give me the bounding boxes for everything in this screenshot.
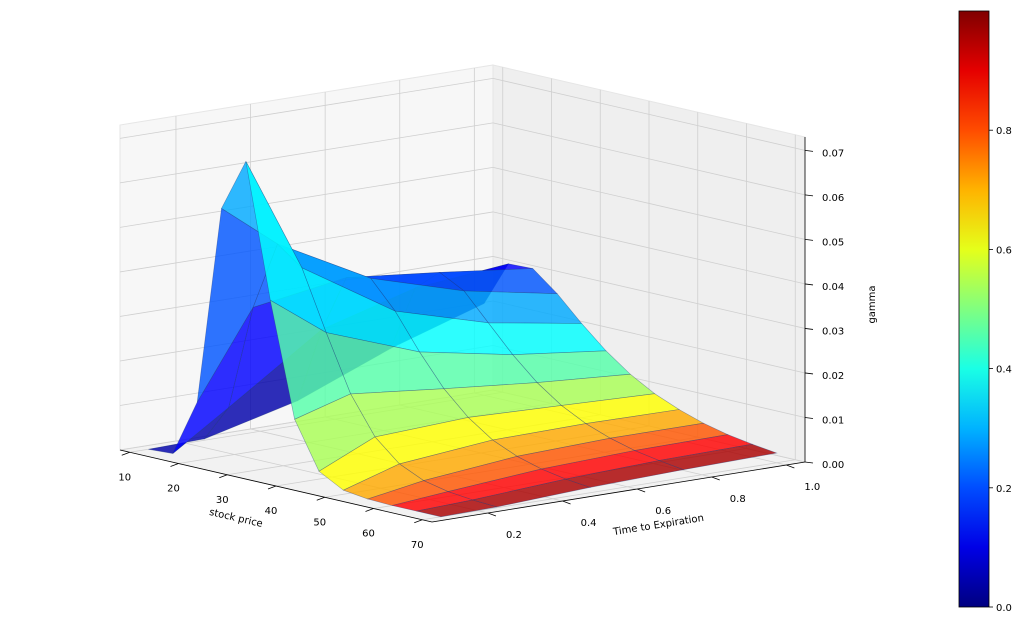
tick-mark [562, 500, 571, 505]
surface-patch [472, 478, 592, 508]
tick-mark [804, 149, 814, 152]
tick-mark [786, 464, 795, 469]
tick-mark [804, 283, 814, 286]
y-tick-label: 0.6 [655, 506, 671, 517]
z-tick-label: 0.00 [822, 460, 844, 471]
surface [148, 160, 778, 518]
grid-line [119, 167, 494, 228]
tick-mark [804, 194, 814, 197]
tick-mark [365, 508, 374, 512]
tick-mark [804, 417, 814, 419]
tick-mark [316, 496, 325, 501]
tick-mark [121, 451, 130, 456]
grid-line [119, 77, 494, 139]
tick-mark [804, 461, 814, 464]
z-tick-label: 0.05 [822, 237, 844, 248]
z-tick-label: 0.03 [822, 326, 844, 337]
tick-mark [267, 485, 277, 490]
y-tick-label: 0.2 [506, 530, 522, 541]
z-tick-label: 0.04 [822, 282, 844, 293]
z-tick-label: 0.02 [822, 371, 844, 382]
x-tick-label: 40 [265, 506, 278, 517]
tick-mark [170, 463, 179, 467]
grid-line [119, 211, 494, 273]
x-axis-label: stock price [208, 507, 264, 530]
colorbar-tick-label: 0.4 [996, 365, 1012, 376]
grid-line [492, 77, 806, 151]
grid-line [422, 459, 796, 521]
colorbar-tick-label: 0.8 [996, 126, 1012, 137]
tick-mark [414, 519, 423, 524]
axis-line [431, 461, 806, 523]
x-tick-label: 10 [118, 472, 131, 483]
grid-line [492, 211, 806, 285]
y-tick-label: 0.8 [730, 494, 746, 505]
z-axis-label: gamma [867, 285, 878, 323]
grid-line [492, 256, 806, 329]
y-tick-label: 1.0 [804, 482, 820, 493]
surface-patch [416, 499, 497, 518]
tick-mark [711, 476, 720, 481]
x-tick-label: 30 [216, 495, 229, 506]
z-tick-label: 0.06 [822, 193, 844, 204]
x-tick-label: 70 [411, 540, 424, 551]
tick-mark [804, 328, 814, 330]
colorbar-tick-label: 0.0 [996, 603, 1012, 614]
colorbar-tick-label: 0.2 [996, 484, 1012, 495]
tick-mark [804, 372, 814, 375]
x-tick-label: 50 [313, 517, 326, 528]
tick-mark [219, 474, 228, 479]
surface-patch [564, 460, 685, 488]
x-tick-label: 60 [362, 529, 375, 540]
z-tick-label: 0.07 [822, 148, 844, 159]
grid-line [492, 122, 806, 196]
y-tick-label: 0.4 [581, 518, 597, 529]
grid-line [492, 167, 806, 240]
grid-line [119, 122, 494, 184]
colorbar-tick-label: 0.6 [996, 245, 1012, 256]
tick-mark [487, 512, 497, 517]
axis-line [119, 449, 433, 523]
surface-patch [657, 443, 778, 471]
tick-mark [804, 239, 814, 241]
tick-mark [637, 488, 646, 493]
z-tick-label: 0.01 [822, 415, 844, 426]
colorbar [958, 10, 990, 608]
x-tick-label: 20 [167, 484, 180, 495]
